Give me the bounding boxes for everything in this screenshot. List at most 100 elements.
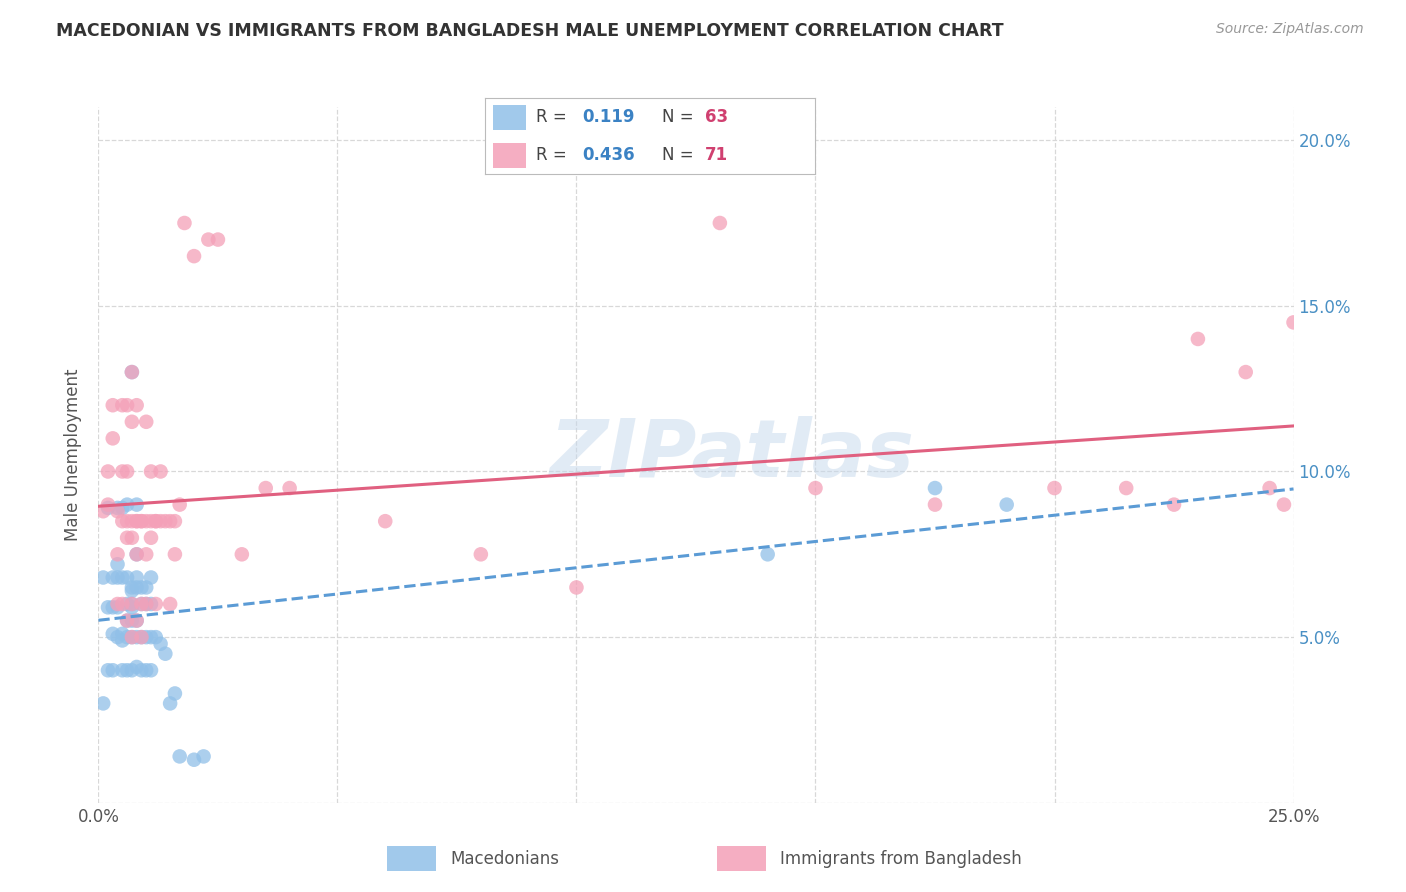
Point	[1043, 481, 1066, 495]
Point	[135, 663, 157, 677]
FancyBboxPatch shape	[387, 847, 436, 871]
Point	[231, 547, 253, 561]
Point	[111, 597, 134, 611]
Point	[115, 614, 138, 628]
Point	[145, 630, 167, 644]
Point	[139, 663, 162, 677]
Point	[107, 597, 129, 611]
Point	[135, 597, 157, 611]
Point	[115, 597, 138, 611]
Point	[197, 233, 219, 247]
Point	[111, 514, 134, 528]
Point	[149, 514, 172, 528]
Point	[111, 398, 134, 412]
Point	[111, 500, 134, 515]
Point	[924, 481, 946, 495]
Point	[155, 514, 177, 528]
Point	[101, 570, 124, 584]
Point	[163, 514, 186, 528]
Point	[121, 415, 143, 429]
Point	[131, 514, 153, 528]
Point	[193, 749, 215, 764]
FancyBboxPatch shape	[494, 143, 526, 168]
Point	[1163, 498, 1185, 512]
Text: R =: R =	[536, 109, 567, 127]
Point	[97, 663, 120, 677]
Point	[107, 504, 129, 518]
Point	[135, 547, 157, 561]
Point	[470, 547, 492, 561]
Point	[121, 600, 143, 615]
Point	[111, 633, 134, 648]
Point	[121, 630, 143, 644]
Point	[1282, 315, 1305, 329]
Point	[121, 581, 143, 595]
Point	[121, 597, 143, 611]
Point	[565, 581, 588, 595]
FancyBboxPatch shape	[717, 847, 766, 871]
Point	[131, 581, 153, 595]
Point	[121, 514, 143, 528]
Point	[169, 498, 191, 512]
Point	[107, 500, 129, 515]
Point	[756, 547, 779, 561]
Point	[115, 630, 138, 644]
Point	[125, 547, 148, 561]
Point	[115, 514, 138, 528]
Point	[995, 498, 1018, 512]
Point	[135, 514, 157, 528]
Point	[1272, 498, 1295, 512]
Point	[97, 465, 120, 479]
Point	[131, 630, 153, 644]
Point	[121, 583, 143, 598]
Point	[111, 627, 134, 641]
Point	[107, 600, 129, 615]
Point	[97, 498, 120, 512]
Point	[135, 581, 157, 595]
Point	[139, 514, 162, 528]
Point	[115, 398, 138, 412]
Point	[125, 514, 148, 528]
Point	[121, 365, 143, 379]
Point	[125, 570, 148, 584]
Point	[115, 614, 138, 628]
Text: N =: N =	[662, 109, 693, 127]
Point	[1187, 332, 1209, 346]
Y-axis label: Male Unemployment: Male Unemployment	[65, 368, 83, 541]
Point	[169, 749, 191, 764]
Point	[131, 514, 153, 528]
Point	[125, 630, 148, 644]
Point	[107, 558, 129, 572]
Text: R =: R =	[536, 146, 567, 164]
Point	[101, 663, 124, 677]
Point	[135, 630, 157, 644]
Point	[159, 597, 181, 611]
Point	[91, 697, 114, 711]
Point	[149, 465, 172, 479]
Point	[121, 663, 143, 677]
Point	[125, 547, 148, 561]
Point	[115, 531, 138, 545]
Point	[163, 686, 186, 700]
Text: 0.119: 0.119	[582, 109, 636, 127]
Point	[91, 504, 114, 518]
Point	[121, 531, 143, 545]
Point	[139, 630, 162, 644]
Text: 0.436: 0.436	[582, 146, 636, 164]
Point	[139, 465, 162, 479]
Point	[101, 398, 124, 412]
Point	[115, 498, 138, 512]
Point	[135, 597, 157, 611]
Point	[278, 481, 301, 495]
Point	[125, 398, 148, 412]
Text: Macedonians: Macedonians	[450, 849, 560, 868]
Point	[121, 597, 143, 611]
Text: Immigrants from Bangladesh: Immigrants from Bangladesh	[780, 849, 1022, 868]
Point	[183, 753, 205, 767]
Point	[121, 365, 143, 379]
Text: 71: 71	[704, 146, 728, 164]
Point	[97, 500, 120, 515]
Point	[139, 597, 162, 611]
Point	[145, 514, 167, 528]
Point	[183, 249, 205, 263]
